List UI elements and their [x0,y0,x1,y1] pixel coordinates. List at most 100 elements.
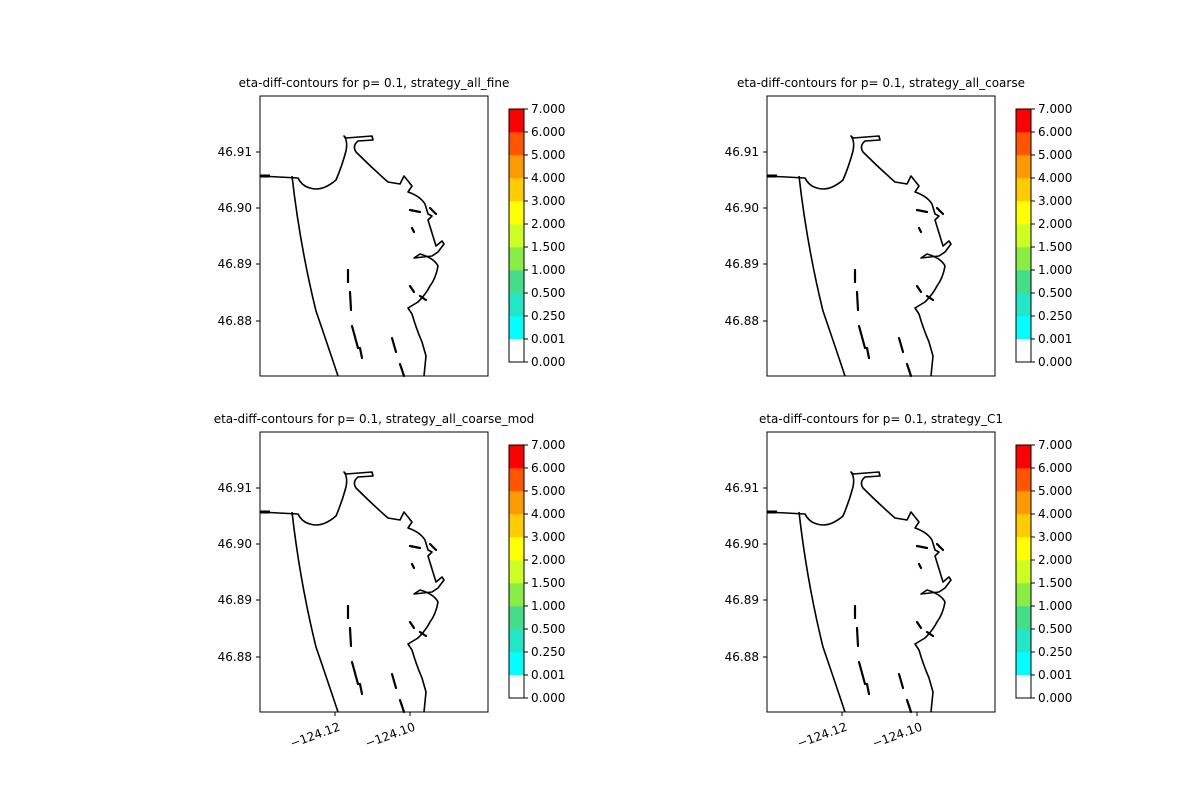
beach-line [798,175,846,377]
sandbar [905,698,913,714]
chart-title: eta-diff-contours for p= 0.1, strategy_a… [214,412,535,426]
colorbar-tick-label: 5.000 [1038,484,1072,498]
colorbar-tick-label: 0.500 [531,622,565,636]
sandbar [408,284,416,294]
sandbar [917,562,923,570]
colorbar-tick-label: 0.500 [531,286,565,300]
colorbar-tick-label: 4.000 [1038,171,1072,185]
colorbar-tick-label: 0.250 [531,645,565,659]
colorbar-segment [1016,583,1031,607]
chart-title: eta-diff-contours for p= 0.1, strategy_C… [759,412,1003,426]
y-tick-label: 46.89 [725,257,759,271]
colorbar-segment [509,339,524,363]
colorbar-segment [509,178,524,202]
colorbar-segment [1016,514,1031,538]
panel-3: eta-diff-contours for p= 0.1, strategy_a… [214,412,566,751]
sandbar [418,630,428,638]
x-tick-label: −124.12 [795,720,849,751]
coastline [259,135,445,377]
sandbar [915,284,923,294]
colorbar-tick-label: 0.250 [1038,645,1072,659]
axes-frame [766,95,996,377]
y-tick-label: 46.88 [218,314,252,328]
colorbar-tick-label: 6.000 [1038,461,1072,475]
colorbar-segment [1016,560,1031,584]
sandbar [408,544,422,550]
colorbar-segment [509,537,524,561]
beach-line [291,175,339,377]
x-tick-label: −124.12 [288,720,342,751]
colorbar-segment [1016,293,1031,317]
colorbar-tick-label: 4.000 [1038,507,1072,521]
colorbar-segment [509,316,524,340]
colorbar-segment [1016,445,1031,469]
colorbar: 0.000 0.001 0.250 0.500 1.000 1.500 2.000 3.000… [1015,438,1072,705]
colorbar-segment [509,201,524,225]
colorbar-tick-label: 7.000 [1038,102,1072,116]
colorbar-tick-label: 1.000 [1038,599,1072,613]
colorbar-tick-label: 5.000 [1038,148,1072,162]
colorbar-segment [509,247,524,271]
colorbar-segment [1016,109,1031,133]
colorbar-tick-label: 1.000 [531,599,565,613]
colorbar-segment [509,224,524,248]
colorbar-segment [509,629,524,653]
colorbar-tick-label: 6.000 [531,125,565,139]
panel-1: eta-diff-contours for p= 0.1, strategy_a… [218,76,565,378]
sandbar [935,542,945,552]
x-tick-label: −124.10 [870,720,924,751]
colorbar-tick-label: 0.001 [531,668,565,682]
colorbar-tick-label: 2.000 [1038,553,1072,567]
coastline [259,471,445,713]
colorbar-tick-label: 7.000 [531,102,565,116]
y-tick-label: 46.90 [725,201,759,215]
y-tick-label: 46.90 [218,537,252,551]
colorbar-tick-label: 1.500 [1038,576,1072,590]
colorbar-tick-label: 3.000 [531,194,565,208]
colorbar-frame [1015,108,1032,363]
y-tick-label: 46.89 [218,257,252,271]
coastline [766,135,952,377]
sandbar [935,206,945,216]
colorbar-tick-label: 0.000 [531,691,565,705]
sandbar [855,626,860,648]
sandbar [350,324,360,350]
colorbar-tick-label: 0.250 [531,309,565,323]
sandbar [915,544,929,550]
sandbar [428,542,438,552]
colorbar-tick-label: 3.000 [1038,194,1072,208]
colorbar-segment [1016,606,1031,630]
axes-frame [259,95,489,377]
colorbar-frame [508,108,525,363]
colorbar-segment [1016,270,1031,294]
sandbar [410,562,416,570]
colorbar-tick-label: 3.000 [531,530,565,544]
sandbar [915,208,929,214]
colorbar-segment [509,560,524,584]
colorbar-segment [1016,247,1031,271]
sandbar [358,682,364,696]
plot-area [767,96,995,376]
sandbar [348,626,353,648]
colorbar-tick-label: 2.000 [531,553,565,567]
sandbar [855,290,860,312]
sandbar [390,336,398,354]
colorbar-tick-label: 7.000 [1038,438,1072,452]
colorbar-segment [1016,675,1031,699]
colorbar-tick-label: 1.000 [531,263,565,277]
colorbar-tick-label: 1.500 [1038,240,1072,254]
colorbar-tick-label: 6.000 [1038,125,1072,139]
colorbar-segment [1016,178,1031,202]
sandbar [408,620,416,630]
sandbar [398,362,406,378]
colorbar-tick-label: 1.500 [531,576,565,590]
sandbar [915,620,923,630]
colorbar-segment [509,445,524,469]
colorbar-tick-label: 1.500 [531,240,565,254]
y-tick-label: 46.90 [218,201,252,215]
sandbar [358,346,364,360]
beach-line [291,511,339,713]
colorbar-segment [1016,132,1031,156]
colorbar-segment [1016,339,1031,363]
sandbar [348,290,353,312]
